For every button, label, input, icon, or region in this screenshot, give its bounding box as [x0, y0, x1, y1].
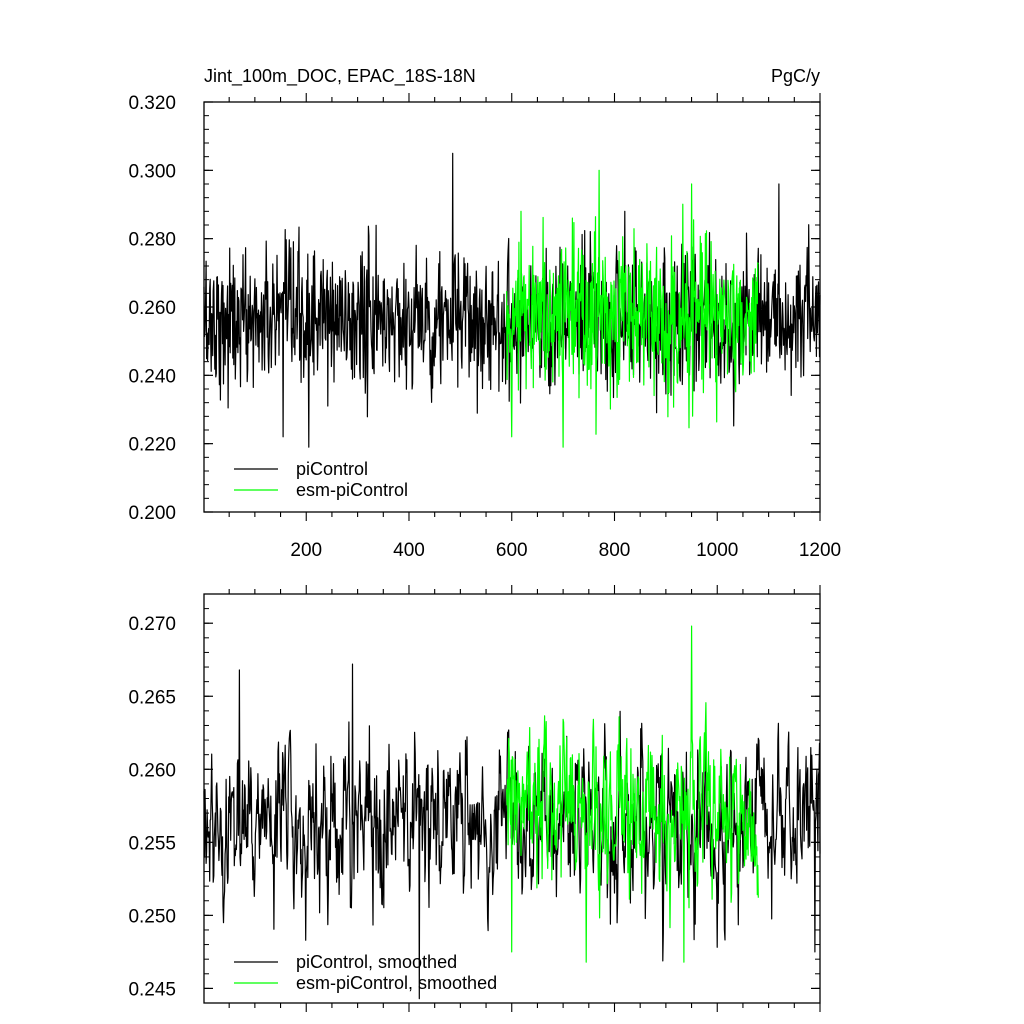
- chart-title: Jint_100m_DOC, EPAC_18S-18N: [204, 66, 476, 87]
- units-label: PgC/y: [771, 66, 820, 86]
- y-tick-label: 0.200: [128, 503, 176, 524]
- y-tick-label: 0.260: [128, 298, 176, 319]
- y-tick-label: 0.300: [128, 161, 176, 182]
- y-tick-label: 0.320: [128, 93, 176, 114]
- x-tick-label: 200: [290, 540, 322, 561]
- y-tick-label: 0.220: [128, 435, 176, 456]
- legend-top: piControl esm-piControl: [234, 459, 408, 500]
- panel-2: 0.245 0.250 0.255 0.260 0.265 0.270: [128, 585, 821, 1012]
- series-line-esm-picontrol-smoothed: [506, 625, 759, 963]
- y-tick-label: 0.255: [128, 833, 176, 854]
- x-tick-label: 600: [496, 540, 528, 561]
- x-tick-label: 1200: [799, 540, 841, 561]
- y-tick-label: 0.260: [128, 760, 176, 781]
- y-tick-label: 0.265: [128, 687, 176, 708]
- legend-bottom: piControl, smoothed esm-piControl, smoot…: [234, 952, 497, 993]
- x-tick-label: 800: [599, 540, 631, 561]
- y-tick-label: 0.270: [128, 614, 176, 635]
- legend-label-esm-picontrol-smoothed: esm-piControl, smoothed: [296, 973, 497, 993]
- y-tick-label: 0.280: [128, 230, 176, 251]
- legend-label-picontrol-smoothed: piControl, smoothed: [296, 952, 457, 972]
- panel-1: 0.200 0.220 0.240 0.260 0.280 0.300 0.320 200 40…: [128, 93, 841, 561]
- legend-label-esm-picontrol: esm-piControl: [296, 480, 408, 500]
- series-line-esm-picontrol: [506, 169, 759, 448]
- y-tick-label: 0.240: [128, 366, 176, 387]
- x-tick-label: 1000: [696, 540, 738, 561]
- x-tick-label: 400: [393, 540, 425, 561]
- y-tick-label: 0.250: [128, 906, 176, 927]
- legend-label-picontrol: piControl: [296, 459, 368, 479]
- y-tick-label: 0.245: [128, 979, 176, 1000]
